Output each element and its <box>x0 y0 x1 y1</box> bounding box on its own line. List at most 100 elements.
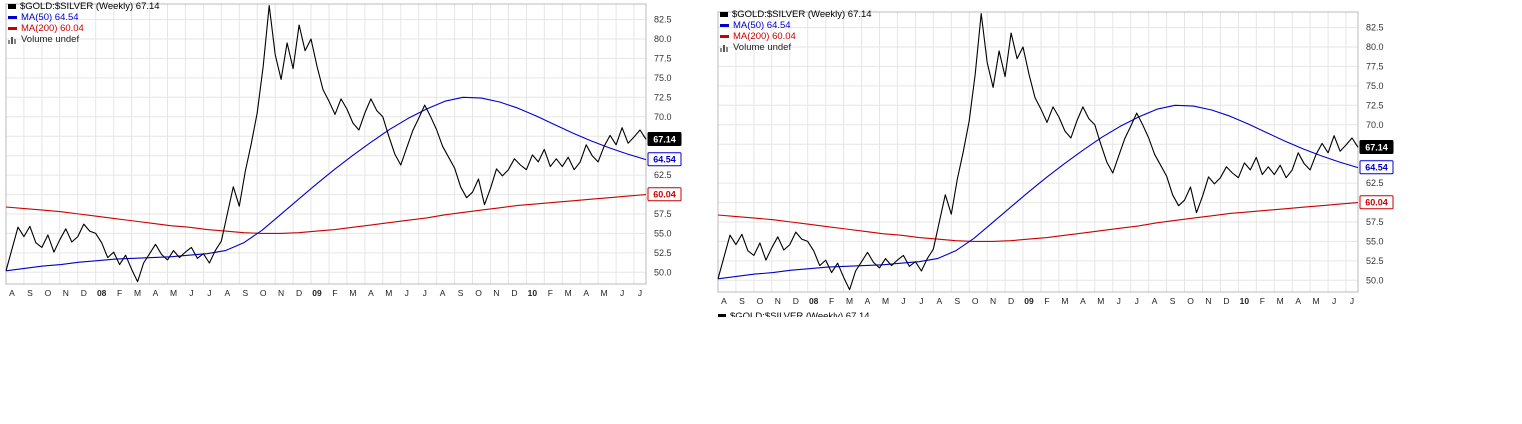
last-value-box-price <box>1359 140 1394 154</box>
x-axis-tick-label: O <box>45 288 52 298</box>
x-axis-tick-label: M <box>349 288 356 298</box>
x-axis-tick-label: N <box>493 288 499 298</box>
last-value-box-ma200 <box>647 187 682 202</box>
x-axis-tick-label: M <box>134 288 141 298</box>
clipped-next-chart-legend: $GOLD:$SILVER (Weekly) 67.14 <box>718 311 870 317</box>
x-axis-tick-label: J <box>423 288 427 298</box>
x-axis-tick-label: S <box>954 296 960 306</box>
plot-frame <box>717 11 1359 293</box>
y-axis-tick-label: 72.5 <box>1366 100 1384 110</box>
x-axis-tick-label: O <box>757 296 764 306</box>
x-axis-tick-label: A <box>721 296 727 306</box>
y-axis-tick-label: 75.0 <box>654 73 672 83</box>
chart-panel-right[interactable]: 50.0 52.5 55.0 57.5 62.5 70.0 72.5 75.0 77.5 80.0… <box>712 8 1404 310</box>
y-axis-tick-label: 50.0 <box>654 267 672 277</box>
y-axis-tick-label: 70.0 <box>1366 120 1384 130</box>
gold-silver-ratio-close-line <box>5 5 647 283</box>
x-axis-tick-label: 08 <box>97 288 107 298</box>
y-axis-tick-label: 55.0 <box>1366 236 1384 246</box>
y-axis-tick-label: 62.5 <box>1366 178 1384 188</box>
x-axis-tick-label: A <box>936 296 942 306</box>
y-axis-tick-label: 80.0 <box>654 34 672 44</box>
x-axis-tick-label: N <box>1205 296 1211 306</box>
x-axis-tick-label: O <box>260 288 267 298</box>
last-value-box-ma50 <box>647 152 682 167</box>
last-value-text-price: 67.14 <box>1365 143 1388 153</box>
chart-panel-left[interactable]: 50.0 52.5 55.0 57.5 62.5 70.0 72.5 75.0 77.5 80.0… <box>0 0 692 302</box>
gold-silver-ratio-close-line <box>717 13 1359 291</box>
x-axis-tick-label: O <box>1187 296 1194 306</box>
x-axis-tick-label: D <box>81 288 87 298</box>
x-axis-tick-label: F <box>829 296 834 306</box>
y-axis-tick-label: 82.5 <box>654 15 672 25</box>
x-axis-tick-label: J <box>919 296 923 306</box>
x-axis-tick-label: J <box>638 288 642 298</box>
price-chart-svg: 50.0 52.5 55.0 57.5 62.5 70.0 72.5 75.0 77.5 80.0… <box>0 0 692 302</box>
x-axis-tick-label: A <box>1080 296 1086 306</box>
x-axis-tick-label: M <box>385 288 392 298</box>
x-axis-tick-label: J <box>620 288 624 298</box>
x-axis-tick-label: J <box>1135 296 1139 306</box>
last-value-box-ma200 <box>1359 195 1394 210</box>
y-axis-tick-label: 50.0 <box>1366 275 1384 285</box>
x-axis-tick-label: S <box>1170 296 1176 306</box>
x-axis-tick-label: A <box>224 288 230 298</box>
y-axis-tick-label: 75.0 <box>1366 81 1384 91</box>
x-axis-tick-label: D <box>1008 296 1014 306</box>
y-axis-tick-label: 57.5 <box>654 209 672 219</box>
x-axis-tick-label: 10 <box>1240 296 1250 306</box>
x-axis-tick-label: D <box>511 288 517 298</box>
ma-200-line <box>717 202 1359 242</box>
x-axis-tick-label: N <box>63 288 69 298</box>
x-axis-tick-label: F <box>1044 296 1049 306</box>
x-axis-tick-label: J <box>901 296 905 306</box>
x-axis-tick-label: J <box>1117 296 1121 306</box>
last-value-text-price: 67.14 <box>653 135 676 145</box>
x-axis-tick-label: M <box>1277 296 1284 306</box>
x-axis-tick-label: S <box>458 288 464 298</box>
x-axis-tick-label: 09 <box>1024 296 1034 306</box>
y-axis-tick-label: 57.5 <box>1366 217 1384 227</box>
x-axis-tick-label: S <box>242 288 248 298</box>
x-axis-tick-label: F <box>1260 296 1265 306</box>
last-value-text-ma200: 60.04 <box>1365 198 1388 208</box>
x-axis-tick-label: F <box>117 288 122 298</box>
x-axis-tick-label: M <box>846 296 853 306</box>
ma-50-line <box>717 104 1359 280</box>
x-axis-tick-label: M <box>565 288 572 298</box>
x-axis-tick-label: J <box>1332 296 1336 306</box>
x-axis-tick-label: A <box>153 288 159 298</box>
x-axis-tick-label: A <box>1295 296 1301 306</box>
x-axis-tick-label: A <box>9 288 15 298</box>
x-axis-tick-label: 09 <box>312 288 322 298</box>
y-axis-tick-label: 72.5 <box>654 92 672 102</box>
x-axis-tick-label: D <box>793 296 799 306</box>
x-axis-tick-label: D <box>1223 296 1229 306</box>
price-chart-svg: 50.0 52.5 55.0 57.5 62.5 70.0 72.5 75.0 77.5 80.0… <box>712 8 1404 310</box>
last-value-text-ma50: 64.54 <box>1365 163 1388 173</box>
x-axis-tick-label: M <box>170 288 177 298</box>
y-axis-tick-label: 80.0 <box>1366 42 1384 52</box>
ma-50-line <box>5 96 647 272</box>
clipped-legend-row: $GOLD:$SILVER (Weekly) 67.14 <box>718 311 870 317</box>
x-axis-tick-label: D <box>296 288 302 298</box>
x-axis-tick-label: O <box>972 296 979 306</box>
last-value-box-price <box>647 132 682 146</box>
y-axis-tick-label: 62.5 <box>654 170 672 180</box>
x-axis-tick-label: J <box>189 288 193 298</box>
x-axis-tick-label: A <box>865 296 871 306</box>
y-axis-tick-label: 77.5 <box>1366 61 1384 71</box>
last-value-text-ma200: 60.04 <box>653 190 676 200</box>
x-axis-tick-label: A <box>440 288 446 298</box>
last-value-text-ma50: 64.54 <box>653 155 676 165</box>
plot-frame <box>5 3 647 285</box>
ma-200-line <box>5 194 647 234</box>
y-axis-tick-label: 77.5 <box>654 53 672 63</box>
x-axis-tick-label: F <box>332 288 337 298</box>
x-axis-tick-label: 08 <box>809 296 819 306</box>
y-axis-tick-label: 52.5 <box>1366 256 1384 266</box>
x-axis-tick-label: N <box>990 296 996 306</box>
price-line-swatch-icon <box>718 314 726 317</box>
x-axis-tick-label: A <box>1152 296 1158 306</box>
